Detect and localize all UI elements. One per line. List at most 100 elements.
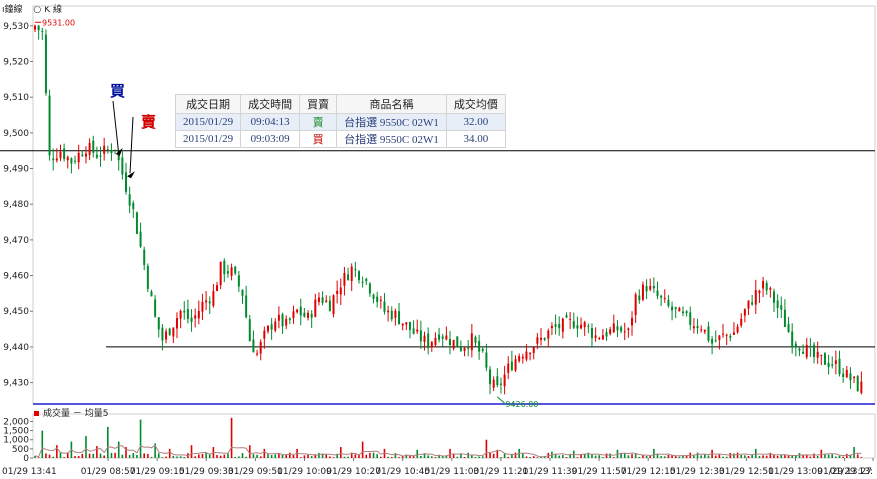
price-tick-label: 9,470 — [3, 236, 29, 246]
candle-body — [634, 294, 637, 315]
candle-body — [394, 310, 397, 318]
candle-body — [631, 318, 634, 326]
candle-body — [125, 172, 128, 192]
low-label-leader — [496, 396, 505, 404]
candle-body — [838, 358, 841, 375]
candle-body — [805, 344, 808, 358]
candle-body — [143, 249, 146, 265]
price-tick-label: 9,430 — [3, 379, 29, 389]
candle-body — [783, 309, 786, 327]
sell-arrow-line — [129, 116, 134, 174]
table-row[interactable]: 2015/01/29 09:03:09 買 台指選 9550C 02W1 34.… — [174, 130, 506, 148]
price-tick-label: 9,440 — [3, 343, 29, 353]
candle-body — [88, 143, 91, 155]
candle-body — [48, 95, 51, 156]
candle-body — [499, 383, 502, 385]
candle-body — [226, 271, 229, 274]
candle-body — [354, 269, 357, 271]
candle-body — [616, 326, 619, 331]
candle-body — [445, 335, 448, 340]
candle-body — [860, 381, 863, 393]
candle-body — [478, 340, 481, 352]
candle-body — [59, 151, 62, 159]
candle-body — [823, 353, 826, 365]
candle-body — [532, 346, 535, 353]
candle-body — [412, 328, 415, 334]
candle-body — [787, 323, 790, 333]
sell-marker-label: 賣 — [141, 113, 157, 131]
candle-body — [408, 321, 411, 330]
time-tick-label: 01/29 11:57 — [572, 467, 627, 477]
candle-body — [543, 338, 546, 340]
candle-body — [612, 323, 615, 333]
candle-body — [649, 285, 652, 290]
candle-body — [623, 331, 626, 333]
candle-body — [216, 285, 219, 291]
sell-arrow-head — [127, 171, 136, 179]
time-tick-label: 01/29 08:57 — [81, 467, 136, 477]
candle-body — [671, 306, 674, 311]
candle-body — [121, 157, 124, 175]
candle-body — [34, 25, 36, 30]
candle-body — [456, 336, 459, 348]
candle-body — [241, 289, 244, 296]
candle-body — [660, 295, 663, 298]
candle-body — [714, 340, 717, 342]
candle-body — [540, 337, 543, 340]
candle-body — [223, 260, 226, 275]
candle-body — [296, 309, 299, 313]
candle-body — [718, 335, 721, 341]
high-label: 9531.00 — [42, 18, 75, 27]
candle-body — [678, 308, 681, 312]
candle-body — [194, 315, 197, 319]
candle-body — [379, 299, 382, 301]
candle-body — [55, 158, 58, 161]
candle-body — [310, 313, 313, 318]
volume-tick-label: 500 — [12, 445, 29, 455]
candle-body — [299, 306, 302, 316]
candle-body — [66, 157, 69, 161]
candle-body — [474, 336, 477, 343]
candle-body — [245, 295, 248, 318]
candle-body — [762, 280, 765, 289]
candle-body — [569, 319, 572, 321]
candle-body — [780, 305, 783, 310]
cell-avg-price: 32.00 — [445, 113, 506, 131]
time-tick-label: 01/29 12:33 — [670, 467, 725, 477]
candle-body — [365, 278, 368, 282]
cell-side: 買 — [299, 130, 338, 148]
candle-body — [751, 302, 754, 305]
candle-body — [63, 148, 66, 159]
candle-body — [234, 266, 237, 274]
tab-minute-line[interactable]: ı鐘線 — [2, 5, 23, 15]
candle-body — [117, 150, 120, 161]
candle-body — [77, 152, 80, 163]
candle-body — [175, 318, 178, 329]
candle-body — [550, 326, 553, 329]
candle-body — [179, 310, 182, 319]
candle-body — [430, 341, 433, 348]
candle-body — [288, 318, 291, 320]
candle-body — [492, 379, 495, 388]
candle-body — [103, 145, 106, 154]
cell-product: 台指選 9550C 02W1 — [336, 113, 447, 131]
candle-body — [772, 291, 775, 303]
candle-body — [343, 272, 346, 286]
candle-body — [81, 154, 84, 156]
candle-body — [41, 30, 44, 32]
candle-body — [405, 322, 408, 325]
tab-kline[interactable]: ○ K 線 — [33, 5, 70, 15]
cell-product: 台指選 9550C 02W1 — [336, 130, 447, 148]
candle-body — [99, 155, 102, 157]
candle-body — [387, 310, 390, 313]
candle-body — [154, 299, 157, 317]
candle-body — [205, 300, 208, 303]
candle-body — [729, 335, 732, 338]
candle-body — [347, 274, 350, 281]
candle-body — [317, 297, 320, 303]
header-date: 成交日期 — [174, 94, 242, 114]
candle-body — [747, 300, 750, 309]
candle-body — [139, 231, 142, 247]
candle-body — [423, 335, 426, 343]
table-row[interactable]: 2015/01/29 09:04:13 賣 台指選 9550C 02W1 32.… — [174, 113, 506, 131]
